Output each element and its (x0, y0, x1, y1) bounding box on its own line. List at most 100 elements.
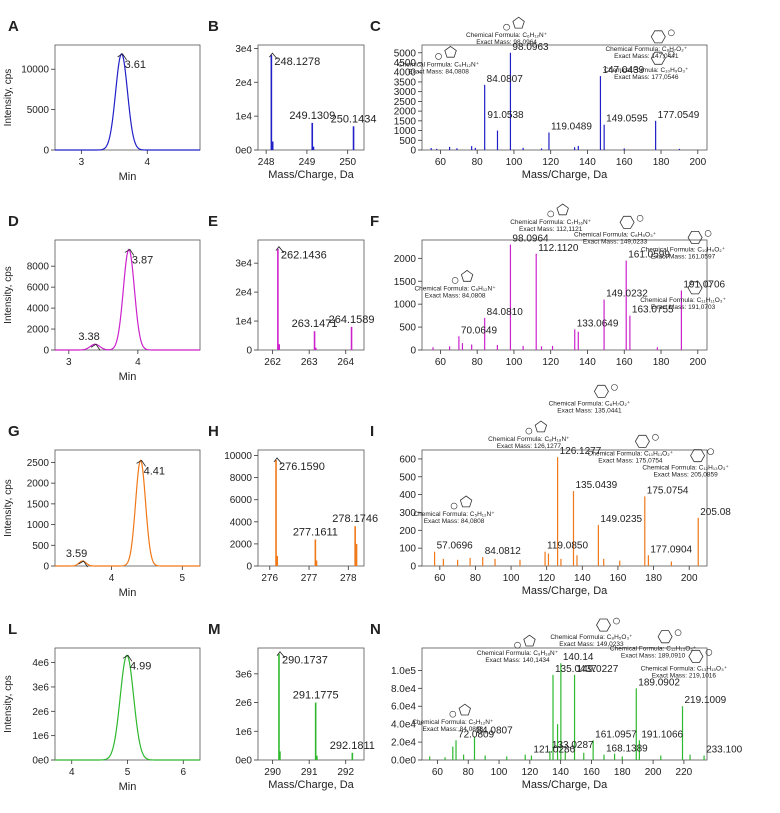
y-tick-label: 3e4 (235, 44, 252, 55)
y-tick-label: 2500 (394, 97, 417, 108)
fragment-annotation: Chemical Formula: C₈H₅O₃⁺Exact Mass: 149… (550, 617, 633, 648)
fragment-formula-text: Exact Mass: 149,0233 (583, 238, 648, 245)
fragment-annotation: Chemical Formula: C₁₀H₉O₂⁺Exact Mass: 16… (641, 230, 726, 260)
mz-label: 98.0963 (512, 42, 549, 53)
mz-label: 84.0810 (487, 307, 524, 318)
x-tick-label: 60 (434, 573, 446, 584)
x-tick-label: 100 (506, 357, 523, 368)
peak-apex-marker (78, 560, 88, 568)
y-tick-label: 1000 (394, 300, 417, 311)
panel-l: L 0e0 1e6 2e6 3e6 4e6 4 5 6 Min Intensity, cps 4.99 (3, 621, 201, 793)
x-axis-title: Mass/Charge, Da (522, 169, 608, 181)
fragment-formula-text: Chemical Formula: C₅H₁₂N⁺ (412, 719, 494, 726)
y-tick-label: 1500 (27, 499, 50, 510)
mz-label: 276.1590 (279, 461, 325, 473)
mz-label: 84.0807 (477, 726, 514, 737)
x-axis-title: Min (119, 371, 137, 383)
fragment-formula-text: Exact Mass: 140,1434 (485, 657, 550, 664)
panel-label: N (370, 621, 381, 638)
y-tick-label: 10000 (21, 65, 49, 76)
fragment-formula-text: Exact Mass: 84,0808 (424, 518, 485, 525)
benzodioxole-structure-icon (596, 618, 611, 632)
pyrrolidine-structure-icon (460, 269, 474, 282)
y-tick-label: 1e4 (235, 317, 252, 328)
x-tick-label: 120 (542, 157, 559, 168)
y-tick-label: 4.0e4 (391, 720, 416, 731)
mz-label: 177.0904 (650, 544, 692, 555)
y-tick-label: 2000 (394, 107, 417, 118)
x-axis-title: Min (119, 171, 137, 183)
mz-label: 278.1746 (332, 513, 378, 525)
y-tick-label: 2e4 (235, 288, 252, 299)
x-tick-label: 140 (552, 767, 569, 778)
mz-label: 119.0850 (547, 541, 588, 552)
y-tick-label: 10000 (224, 451, 252, 462)
charge-icon (704, 280, 712, 288)
x-tick-label: 180 (653, 157, 670, 168)
y-tick-label: 500 (399, 136, 416, 147)
charge-icon (704, 230, 712, 237)
x-tick-label: 200 (689, 157, 706, 168)
pyrrolidine-structure-icon (459, 495, 473, 508)
charge-icon (674, 629, 682, 636)
x-tick-label: 4 (144, 157, 150, 168)
plot-frame (421, 44, 708, 151)
benzodioxole-structure-icon (650, 51, 666, 65)
x-tick-label: 60 (435, 157, 447, 168)
plot-frame (257, 239, 365, 351)
y-tick-label: 3500 (394, 77, 417, 88)
x-tick-label: 5 (180, 573, 186, 584)
y-tick-label: 3000 (394, 87, 417, 98)
y-tick-label: 300 (399, 508, 416, 519)
fragment-annotation: Chemical Formula: C₉H₁₈N⁺Exact Mass: 140… (477, 634, 559, 664)
panel-label: L (8, 621, 17, 638)
fragment-annotation: Chemical Formula: C₈H₇O₂⁺Exact Mass: 147… (605, 29, 688, 60)
fragment-formula-text: Exact Mass: 149,0233 (559, 641, 624, 648)
mz-label: 70.0649 (461, 325, 498, 336)
fragment-formula-text: Exact Mass: 161,0597 (651, 253, 716, 260)
benzodioxole-structure-icon (657, 630, 673, 644)
fragment-formula-text: Chemical Formula: C₁₁H₁₁O₂⁺ (588, 450, 674, 457)
x-tick-label: 276 (261, 573, 278, 584)
y-tick-label: 6000 (27, 283, 50, 294)
y-tick-label: 5000 (394, 48, 417, 59)
x-tick-label: 277 (301, 573, 318, 584)
panel-label: A (8, 18, 19, 35)
x-tick-label: 290 (264, 767, 281, 778)
charge-icon (514, 641, 521, 649)
benzodioxole-structure-icon (593, 384, 609, 398)
x-tick-label: 140 (574, 573, 591, 584)
fragment-formula-text: Exact Mass: 219,1016 (652, 672, 717, 679)
y-tick-label: 0 (43, 346, 49, 357)
fragment-annotation: Chemical Formula: C₅H₁₂N⁺Exact Mass: 84,… (398, 45, 480, 75)
fragment-formula-text: Chemical Formula: C₅H₁₂N⁺ (413, 511, 495, 518)
mz-label: 291.1775 (293, 690, 339, 702)
y-axis-title: Intensity, cps (3, 69, 14, 127)
x-tick-label: 100 (506, 157, 523, 168)
x-tick-label: 250 (339, 157, 356, 168)
chromatogram-trace (55, 459, 200, 567)
mz-label: 91.0538 (487, 110, 524, 121)
mz-label: 263.1471 (292, 318, 338, 330)
fragment-annotation: Chemical Formula: C₁₂H₁₃O₂⁺Exact Mass: 1… (610, 629, 697, 660)
x-tick-label: 291 (301, 767, 318, 778)
fragment-annotation: Chemical Formula: C₁₂H₁₃O₃⁺Exact Mass: 2… (642, 448, 729, 479)
x-tick-label: 4 (69, 767, 75, 778)
pyrrolidine-structure-icon (523, 634, 536, 647)
y-tick-label: 4000 (394, 68, 417, 79)
pyrrolidine-structure-icon (556, 203, 569, 216)
panel-label: I (370, 423, 374, 440)
charge-icon (547, 210, 555, 218)
mz-label: 149.0235 (600, 514, 642, 525)
benzodioxole-structure-icon (687, 281, 703, 295)
retention-time-label: 3.61 (125, 59, 146, 71)
panel-d: D 0 2000 4000 6000 8000 3 4 Min Intensity, cps 3.8… (3, 213, 201, 383)
x-tick-label: 160 (610, 573, 627, 584)
y-tick-label: 6000 (230, 495, 253, 506)
x-tick-label: 264 (337, 357, 354, 368)
fragment-formula-text: Chemical Formula: C₁₂H₁₃O₂⁺ (610, 646, 697, 653)
mz-label: 233.100 (706, 745, 743, 756)
plot-frame (54, 449, 201, 567)
mz-label: 249.1309 (289, 110, 335, 122)
